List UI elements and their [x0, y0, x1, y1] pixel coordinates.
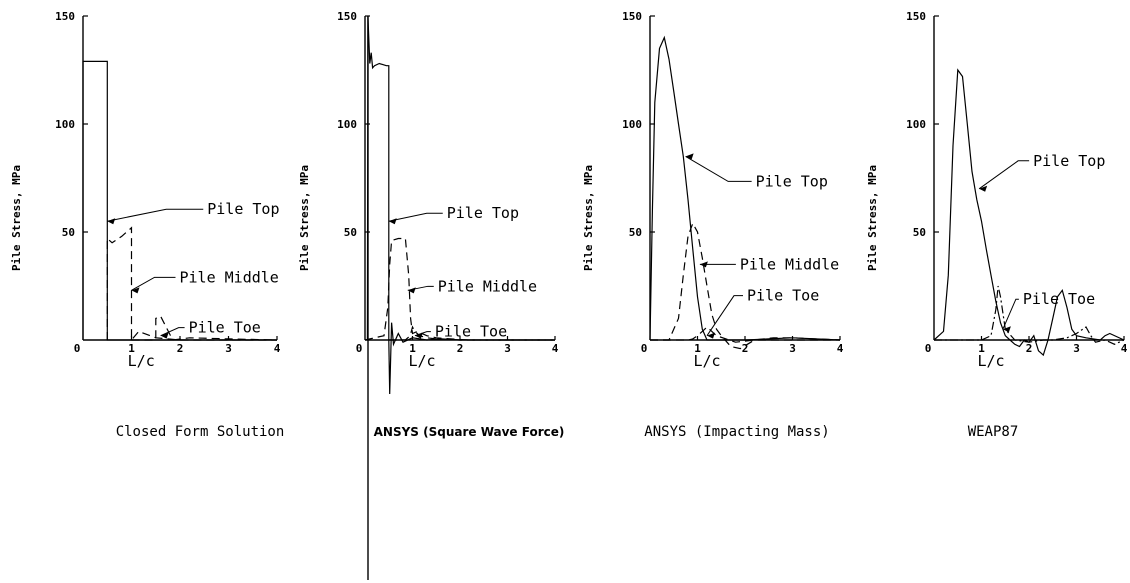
- panel-closed-form: Closed Form Solution 0 1 2 3 4 50 100 150 Pile S…: [10, 10, 284, 440]
- x-axis-label: L/c: [977, 352, 1004, 370]
- y-tick-label: 150: [55, 10, 75, 23]
- x-tick-label: 4: [837, 342, 844, 355]
- x-tick-label: 0: [356, 342, 363, 355]
- annotation-label: Pile Middle: [438, 277, 537, 295]
- annotation-leader: [685, 155, 752, 182]
- y-axis-label: Pile Stress, MPa: [866, 165, 879, 271]
- panel-ansys-impacting-mass: ANSYS (Impacting Mass) 0 1 2 3 4 50 100 150 Pile…: [582, 10, 844, 440]
- annotation-leader: [107, 208, 204, 222]
- x-tick-label: 1: [128, 342, 135, 355]
- x-tick-label: 2: [177, 342, 184, 355]
- panel-caption: ANSYS (Impacting Mass): [644, 424, 829, 440]
- y-tick-label: 150: [622, 10, 642, 23]
- arrow-head-icon: [699, 261, 708, 268]
- panel-caption: Closed Form Solution: [116, 424, 285, 440]
- arrow-head-icon: [979, 185, 988, 192]
- x-tick-label: 4: [1121, 342, 1128, 355]
- arrow-head-icon: [707, 332, 715, 339]
- annotation-label: Pile Toe: [747, 287, 819, 305]
- x-axis-label: L/c: [408, 352, 435, 370]
- annotation-label: Pile Middle: [740, 255, 839, 273]
- panel-caption: WEAP87: [968, 424, 1019, 440]
- annotation-label: Pile Toe: [1023, 290, 1095, 308]
- y-tick-label: 50: [913, 226, 926, 239]
- annotation-label: Pile Toe: [435, 323, 507, 341]
- series-line-pile-top: [366, 15, 555, 395]
- x-tick-label: 4: [552, 342, 559, 355]
- x-tick-label: 1: [694, 342, 701, 355]
- series-line-pile-top: [933, 68, 1125, 357]
- annotation-leader: [706, 295, 743, 336]
- x-axis-label: L/c: [693, 352, 720, 370]
- x-tick-label: 3: [225, 342, 232, 355]
- annotation-label: Pile Top: [756, 172, 828, 190]
- series-line-pile-toe: [388, 325, 555, 341]
- series-line-pile-middle: [364, 237, 555, 341]
- annotation-label: Pile Top: [447, 204, 519, 222]
- series-line-pile-top: [82, 60, 277, 341]
- panel-ansys-square-wave: ANSYS (Square Wave Force) 0 1 2 3 4 50 100 150 P…: [298, 10, 564, 580]
- y-tick-label: 150: [337, 10, 357, 23]
- annotation-label: Pile Middle: [180, 268, 279, 286]
- x-tick-label: 0: [925, 342, 932, 355]
- y-axis-label: Pile Stress, MPa: [298, 165, 311, 271]
- annotation-leader: [1002, 298, 1019, 330]
- arrow-head-icon: [407, 287, 416, 294]
- arrow-head-icon: [414, 332, 423, 339]
- series-line-pile-toe: [650, 326, 840, 343]
- annotation-label: Pile Top: [207, 200, 279, 218]
- y-tick-label: 100: [622, 118, 642, 131]
- y-tick-label: 100: [906, 118, 926, 131]
- x-tick-label: 1: [978, 342, 985, 355]
- annotation-leader: [978, 160, 1030, 190]
- series-line-pile-top: [649, 35, 841, 341]
- y-tick-label: 50: [629, 226, 642, 239]
- x-tick-label: 2: [457, 342, 464, 355]
- panel-weap87: WEAP87 0 1 2 3 4 50 100 150 Pile Stress, MPa L/c P…: [866, 10, 1128, 440]
- y-axis-label: Pile Stress, MPa: [10, 165, 23, 271]
- series-line-pile-middle: [106, 226, 277, 342]
- series-line-pile-middle: [650, 221, 841, 350]
- series-line-pile-toe: [131, 315, 278, 341]
- annotation-leader: [160, 327, 185, 337]
- x-tick-label: 2: [742, 342, 749, 355]
- x-tick-label: 3: [1073, 342, 1080, 355]
- annotation-label: Pile Top: [1033, 152, 1105, 170]
- y-tick-label: 100: [337, 118, 357, 131]
- x-tick-label: 3: [504, 342, 511, 355]
- arrow-head-icon: [685, 153, 694, 160]
- x-tick-label: 4: [274, 342, 281, 355]
- arrow-head-icon: [107, 218, 116, 225]
- arrow-head-icon: [160, 332, 169, 339]
- x-tick-label: 1: [409, 342, 416, 355]
- y-tick-label: 100: [55, 118, 75, 131]
- arrow-head-icon: [131, 287, 140, 294]
- arrow-head-icon: [388, 218, 397, 225]
- annotation-label: Pile Toe: [189, 319, 261, 337]
- x-tick-label: 3: [789, 342, 796, 355]
- panel-caption: ANSYS (Square Wave Force): [374, 425, 565, 439]
- y-tick-label: 50: [62, 226, 75, 239]
- arrow-head-icon: [1002, 326, 1011, 333]
- y-axis-label: Pile Stress, MPa: [582, 165, 595, 271]
- x-tick-label: 0: [641, 342, 648, 355]
- y-tick-label: 150: [906, 10, 926, 23]
- y-tick-label: 50: [344, 226, 357, 239]
- x-tick-label: 2: [1026, 342, 1033, 355]
- annotation-leader: [388, 212, 443, 222]
- annotation-leader: [131, 276, 176, 291]
- x-axis-label: L/c: [128, 352, 155, 370]
- x-tick-label: 0: [74, 342, 81, 355]
- series-line-pile-toe: [934, 285, 1125, 345]
